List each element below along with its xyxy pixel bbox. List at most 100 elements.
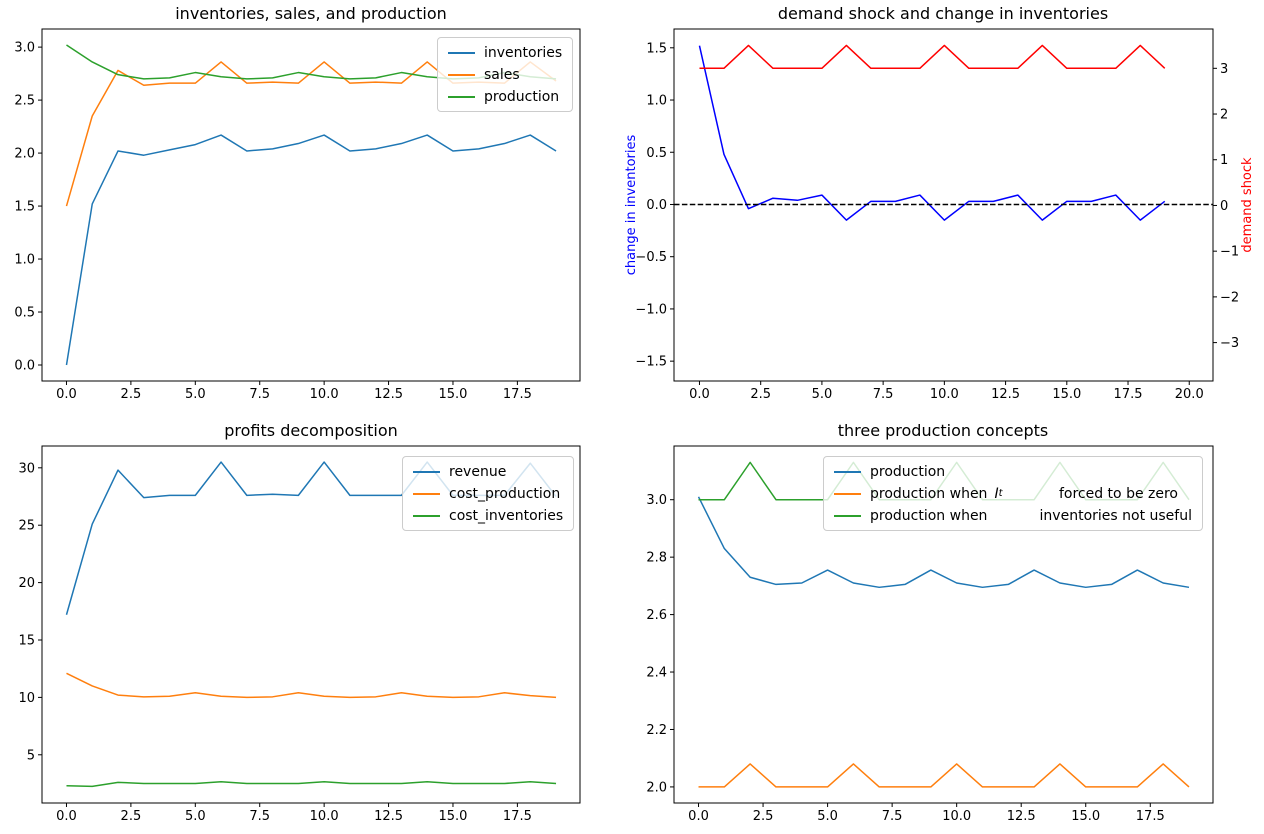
x-tick-label: 7.5: [882, 809, 903, 824]
y-tick-label: 0.5: [646, 146, 667, 161]
series-demand-shock-line: [699, 44, 1166, 70]
legend-line-sample: [448, 95, 475, 98]
subplot-inventories-sales-production: 0.0 2.5 5.0 7.5 10.0 12.5 15.0 17.5 0.0 0.5 1.0 1.5…: [0, 0, 632, 417]
y-tick-label: 1.5: [646, 41, 667, 56]
legend-label: production: [484, 88, 560, 105]
legend-label: cost_production: [449, 485, 561, 502]
x-tick-label: 0.0: [56, 387, 77, 402]
y-tick-label: 30: [18, 461, 35, 476]
y-tick-label-right: −3: [1220, 336, 1239, 351]
legend-item-inventories: inventories: [448, 44, 562, 61]
series-group: [674, 44, 1213, 221]
chart-canvas-demand-shock: 0.0 2.5 5.0 7.5 10.0 12.5 15.0 17.5 20.0−1.5−1.0…: [635, 28, 1239, 402]
legend-item-production: production: [448, 88, 562, 105]
x-tick-label: 7.5: [873, 387, 894, 402]
y-tick-label-right: 3: [1220, 62, 1228, 77]
x-tick-label: 17.5: [1114, 387, 1143, 402]
y-tick-label: 20: [18, 576, 35, 591]
y-tick-label-right: −1: [1220, 245, 1239, 260]
y-axis-label-right: demand shock: [1240, 157, 1255, 253]
y-tick-label: −1.0: [635, 302, 667, 317]
subplot-demand-shock: 0.0 2.5 5.0 7.5 10.0 12.5 15.0 17.5 20.0 −1.5 −1.0…: [624, 0, 1264, 417]
legend-line-sample: [413, 470, 440, 473]
x-tick-label: 12.5: [374, 809, 403, 824]
legend-label: production when: [870, 507, 988, 524]
legend-label: production when: [870, 485, 988, 502]
x-tick-label: 10.0: [930, 387, 959, 402]
y-tick-label: −0.5: [635, 250, 667, 265]
y-tick-label: 1.5: [14, 200, 35, 215]
y-tick-label: 2.8: [646, 551, 667, 566]
x-tick-label: 0.0: [688, 809, 709, 824]
x-tick-label: 2.5: [121, 809, 142, 824]
series-production-line: [697, 496, 1190, 589]
x-tick-label: 10.0: [310, 809, 339, 824]
legend-line-sample: [413, 514, 440, 517]
x-tick-label: 15.0: [438, 387, 467, 402]
y-tick-label: 2.0: [14, 147, 35, 162]
x-tick-label: 10.0: [310, 387, 339, 402]
y-tick-label: 1.0: [646, 94, 667, 109]
legend-item-revenue: revenue: [413, 463, 563, 480]
x-tick-label: 2.5: [753, 809, 774, 824]
x-tick-label: 12.5: [1007, 809, 1036, 824]
legend-label: forced to be zero: [1058, 485, 1178, 502]
x-tick-label: 5.0: [185, 387, 206, 402]
x-tick-label: 0.0: [56, 809, 77, 824]
x-tick-label: 15.0: [1071, 809, 1100, 824]
math-subscript-t: t: [998, 488, 1003, 499]
legend-label: production: [870, 463, 946, 480]
x-tick-label: 7.5: [249, 809, 270, 824]
legend-label: inventories not useful: [1039, 507, 1192, 524]
y-tick-label: 0.5: [14, 306, 35, 321]
y-tick-label: 2.4: [646, 666, 667, 681]
legend: inventories sales production: [437, 37, 574, 112]
y-tick-label-right: 0: [1220, 199, 1228, 214]
y-axis-ticks: −1.5 −1.0 −0.5 0.0 0.5 1.0 1.5: [635, 41, 674, 370]
series-inventories-line: [65, 134, 557, 366]
x-tick-label: 10.0: [942, 809, 971, 824]
plot-frame: [673, 28, 1214, 382]
y-tick-label-right: 2: [1220, 108, 1228, 123]
y-tick-label: 2.5: [14, 94, 35, 109]
series-cost-inventories-line: [66, 781, 557, 788]
series-production-when-i-t-forced-to-be-zero-line: [698, 763, 1190, 788]
subplot-three-production-concepts: 0.0 2.5 5.0 7.5 10.0 12.5 15.0 17.5 2.0 2.2 2.4 2.6…: [632, 417, 1264, 834]
y-tick-label: 25: [18, 519, 35, 534]
y-axis-label-left: change in inventories: [624, 134, 639, 276]
chart-title: three production concepts: [837, 421, 1049, 440]
subplot-profits-decomposition: 0.0 2.5 5.0 7.5 10.0 12.5 15.0 17.5 5 10 15 20 25 30 …: [0, 417, 632, 834]
legend-label: sales: [484, 66, 520, 83]
y-tick-label: 0.0: [646, 198, 667, 213]
x-axis-ticks: 0.0 2.5 5.0 7.5 10.0 12.5 15.0 17.5: [56, 803, 532, 824]
x-tick-label: 5.0: [812, 387, 833, 402]
legend-label: inventories: [484, 44, 563, 61]
legend-line-sample: [448, 73, 475, 76]
x-tick-label: 15.0: [1052, 387, 1081, 402]
legend-label: cost_inventories: [449, 507, 564, 524]
legend-line-sample: [448, 51, 475, 54]
series-cost-production-line: [66, 672, 557, 699]
legend-item-sales: sales: [448, 66, 562, 83]
x-tick-label: 17.5: [503, 809, 532, 824]
legend-item-cost-inventories: cost_inventories: [413, 507, 563, 524]
x-tick-label: 17.5: [503, 387, 532, 402]
x-tick-label: 7.5: [249, 387, 270, 402]
x-tick-label: 20.0: [1175, 387, 1204, 402]
y-axis-ticks: 0.0 0.5 1.0 1.5 2.0 2.5 3.0: [14, 41, 42, 374]
math-variable-I: I: [994, 485, 999, 502]
legend-line-sample: [834, 514, 861, 517]
y-tick-label-right: −2: [1220, 290, 1239, 305]
y-tick-label: 1.0: [14, 253, 35, 268]
chart-title: profits decomposition: [224, 421, 398, 440]
y-tick-label: 2.6: [646, 608, 667, 623]
legend-item-production-no-inventory-use: production when inventories not useful: [834, 507, 1192, 524]
x-tick-label: 5.0: [817, 809, 838, 824]
chart-title: demand shock and change in inventories: [777, 4, 1109, 23]
legend: revenue cost_production cost_inventories: [402, 456, 575, 531]
x-tick-label: 2.5: [121, 387, 142, 402]
chart-canvas-profits: 0.0 2.5 5.0 7.5 10.0 12.5 15.0 17.5 5 10 15 20 25 30: [18, 445, 581, 824]
